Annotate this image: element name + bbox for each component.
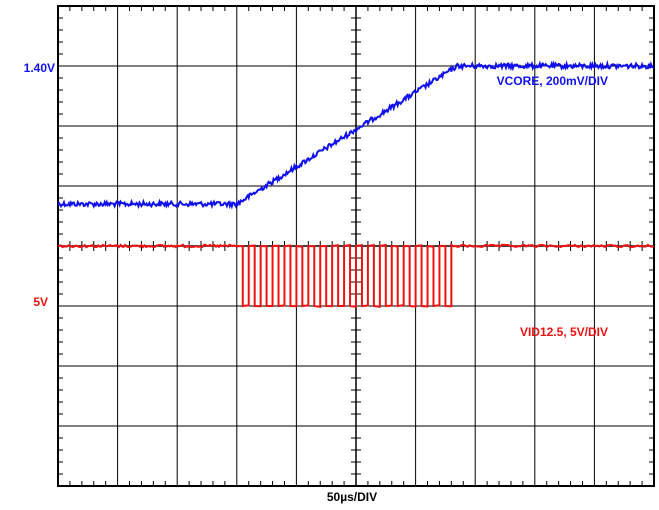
vid-trace [58,245,654,307]
x-axis-label: 50µs/DIV [327,490,377,504]
vcore-series-label: VCORE, 200mV/DIV [497,74,608,88]
vid-series-label: VID12.5, 5V/DIV [520,325,608,339]
vid-level-label: 5V [33,295,48,309]
vcore-level-label: 1.40V [24,61,55,75]
